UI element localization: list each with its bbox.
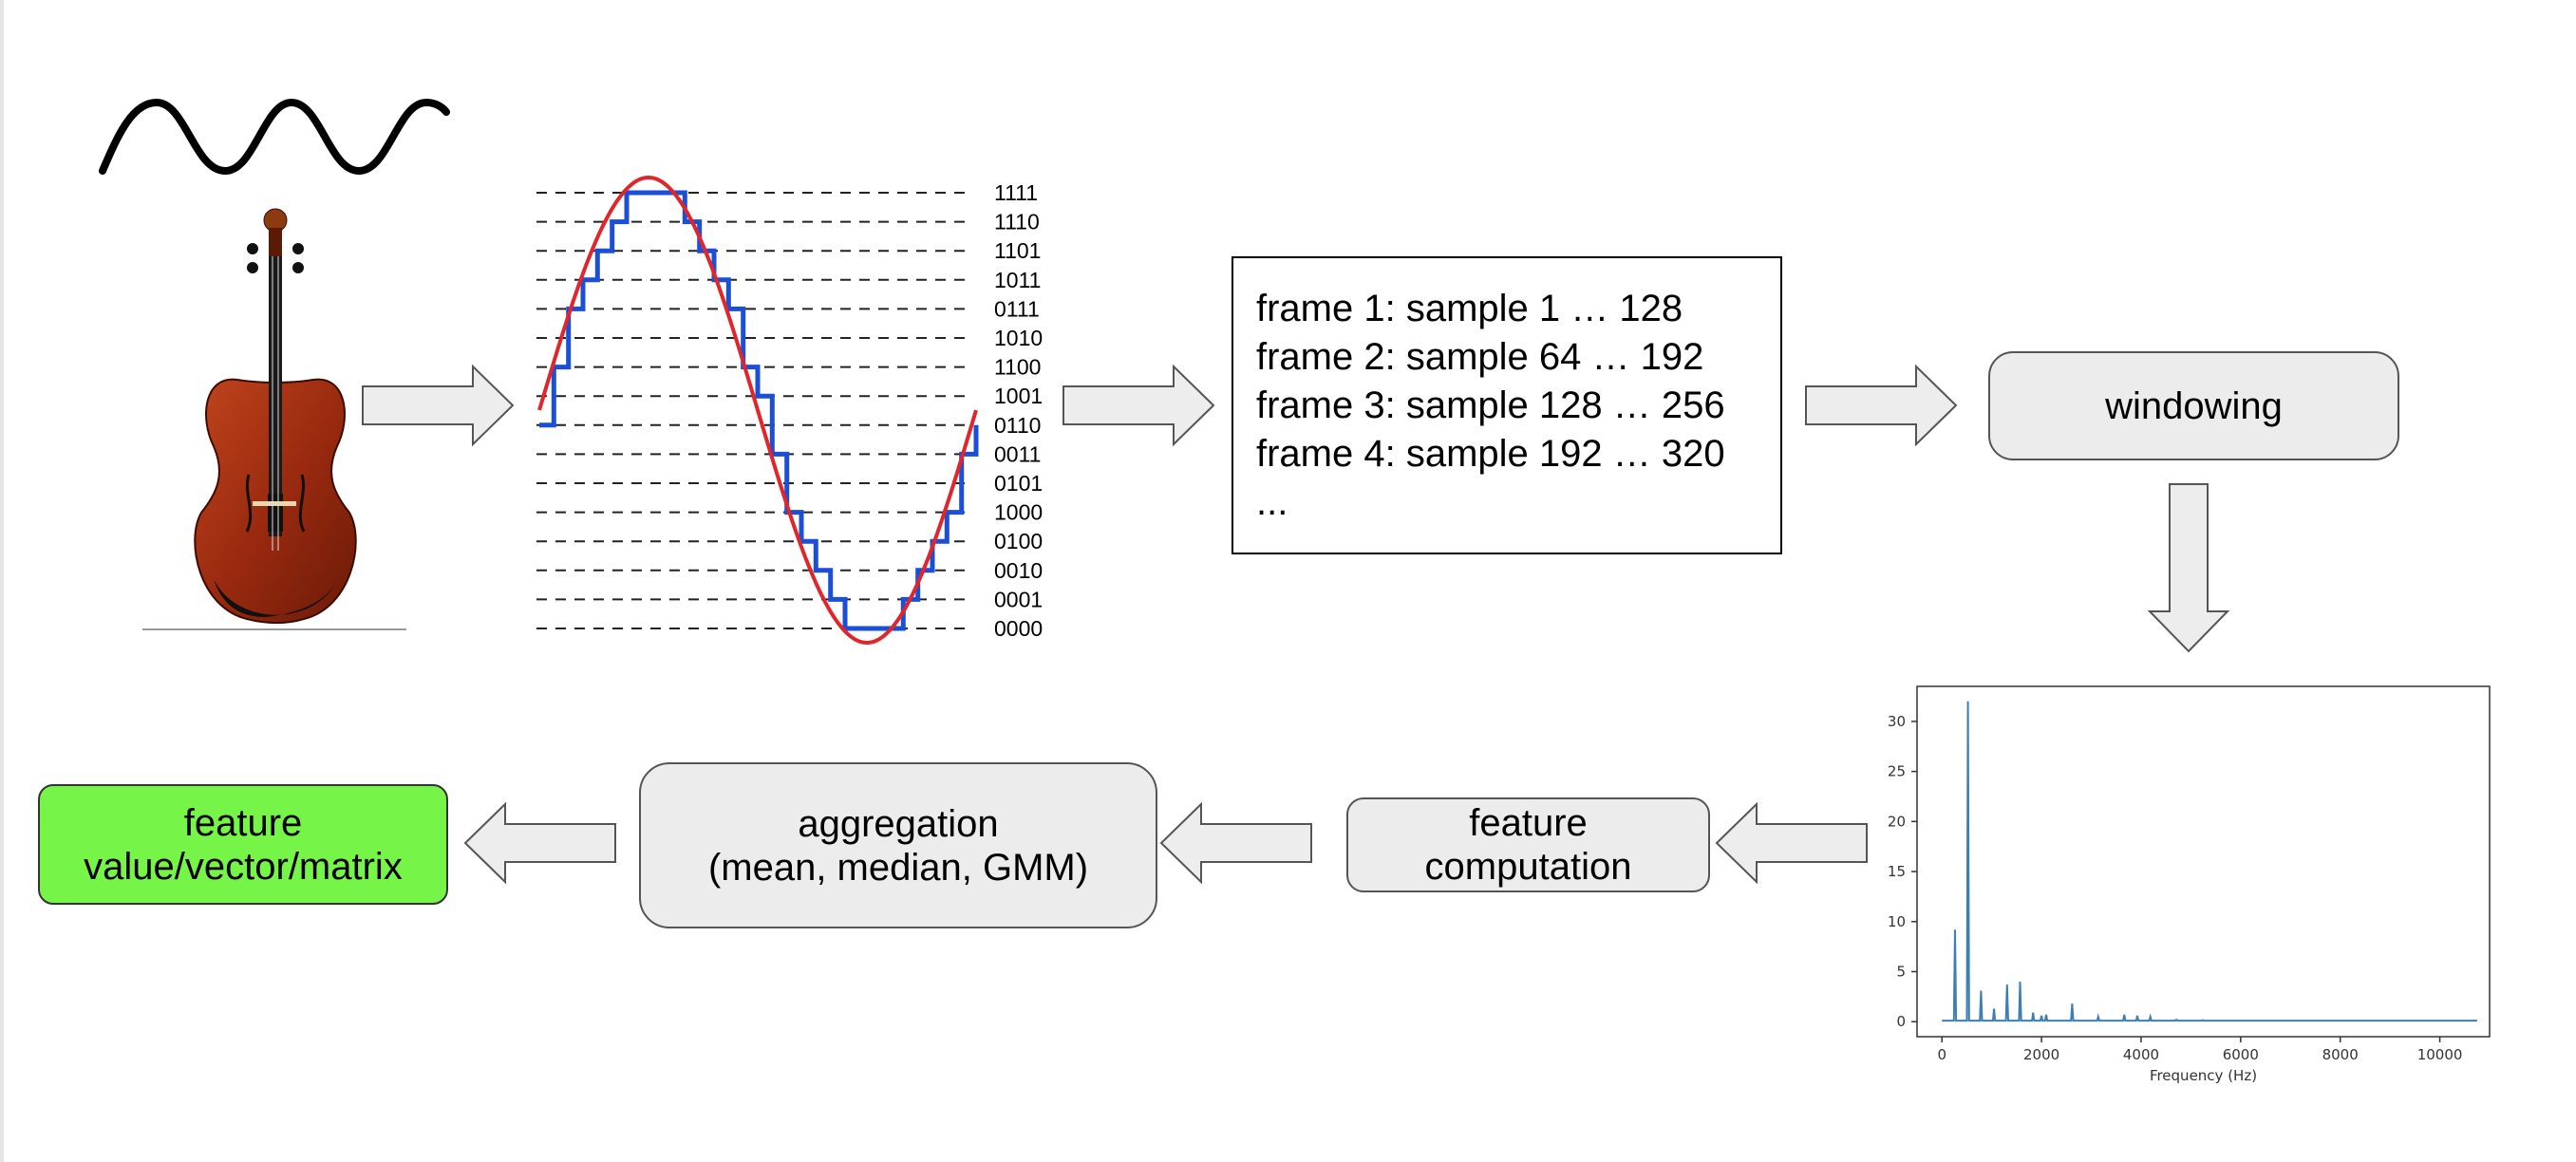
aggregation-line-2: (mean, median, GMM) xyxy=(707,846,1089,889)
feature-computation-line-1: feature xyxy=(1469,802,1588,844)
spectrum-chart: 0 2000 4000 6000 8000 10000 0 5 10 15 20 25 30 Freque… xyxy=(1888,685,2491,1084)
y-tick-label: 15 xyxy=(1888,863,1906,880)
y-tick-label: 20 xyxy=(1888,813,1906,830)
arrow-quantization-to-frames xyxy=(1062,364,1215,447)
y-tick-label: 25 xyxy=(1888,763,1906,780)
arrow-spectrum-to-feature xyxy=(1715,801,1868,885)
frame-line: frame 4: sample 192 … 320 xyxy=(1256,433,1725,475)
spectrum-chart-frame xyxy=(1916,685,2491,1038)
staircase-signal xyxy=(539,190,979,631)
quantization-levels xyxy=(536,192,973,629)
quantization-code: 0100 xyxy=(994,529,1043,553)
arrow-feature-to-aggregation xyxy=(1159,801,1312,885)
quantization-code: 1100 xyxy=(994,355,1041,380)
quantization-code: 1000 xyxy=(994,500,1043,525)
arrow-violin-to-quantization xyxy=(362,364,515,447)
analog-sine-signal xyxy=(537,175,978,646)
frame-line-ellipsis: ... xyxy=(1256,481,1288,523)
frame-line: frame 1: sample 1 … 128 xyxy=(1256,288,1683,329)
quantization-code: 1001 xyxy=(994,384,1043,408)
feature-computation-box: feature computation xyxy=(1346,797,1710,892)
quantization-code: 1011 xyxy=(994,268,1041,292)
x-tick-label: 2000 xyxy=(2023,1046,2059,1063)
x-tick-label: 10000 xyxy=(2417,1046,2463,1063)
feature-computation-line-2: computation xyxy=(1424,846,1632,888)
y-tick-label: 10 xyxy=(1888,913,1906,930)
quantization-code: 1101 xyxy=(994,238,1041,263)
aggregation-box: aggregation (mean, median, GMM) xyxy=(639,762,1157,928)
frame-line: frame 3: sample 128 … 256 xyxy=(1256,384,1725,426)
arrow-frames-to-windowing xyxy=(1805,364,1958,447)
quantization-code: 1010 xyxy=(994,326,1043,350)
quantization-code: 0110 xyxy=(994,413,1041,438)
violin-icon xyxy=(142,208,406,630)
arrow-aggregation-to-output xyxy=(463,801,616,885)
flow-arrows xyxy=(362,364,2230,885)
feature-output-box: feature value/vector/matrix xyxy=(38,784,448,905)
aggregation-line-1: aggregation xyxy=(798,802,999,845)
x-tick-label: 6000 xyxy=(2223,1046,2259,1063)
quantization-code: 1110 xyxy=(994,210,1040,234)
windowing-box: windowing xyxy=(1988,351,2399,460)
arrow-windowing-to-spectrum xyxy=(2147,483,2230,653)
window-left-edge xyxy=(0,0,4,1162)
feature-output-line-2: value/vector/matrix xyxy=(84,845,403,888)
quantization-code-labels: 1111 1110 1101 1011 0111 1010 1100 1001 0110 0011… xyxy=(994,180,1043,641)
y-tick-label: 30 xyxy=(1888,713,1906,730)
quantization-code: 0000 xyxy=(994,616,1043,641)
quantization-code: 0111 xyxy=(994,296,1040,321)
quantization-code: 0010 xyxy=(994,558,1043,583)
y-tick-label: 0 xyxy=(1896,1013,1906,1030)
frame-line: frame 2: sample 64 … 192 xyxy=(1256,336,1704,378)
x-axis-label: Frequency (Hz) xyxy=(2150,1067,2257,1084)
x-tick-label: 8000 xyxy=(2322,1046,2359,1063)
frames-box: frame 1: sample 1 … 128 frame 2: sample … xyxy=(1232,256,1782,554)
spectrum-series-line xyxy=(1942,701,2477,1022)
x-tick-label: 4000 xyxy=(2123,1046,2159,1063)
windowing-label: windowing xyxy=(2105,384,2283,427)
x-tick-label: 0 xyxy=(1937,1046,1946,1063)
sound-wave-icon xyxy=(99,98,450,176)
feature-output-line-1: feature xyxy=(183,801,303,844)
quantization-code: 0101 xyxy=(994,471,1043,496)
quantization-code: 0011 xyxy=(994,441,1041,466)
y-tick-label: 5 xyxy=(1896,963,1906,980)
quantization-code: 0001 xyxy=(994,587,1043,611)
quantized-waveform xyxy=(537,175,979,646)
quantization-code: 1111 xyxy=(994,180,1038,205)
